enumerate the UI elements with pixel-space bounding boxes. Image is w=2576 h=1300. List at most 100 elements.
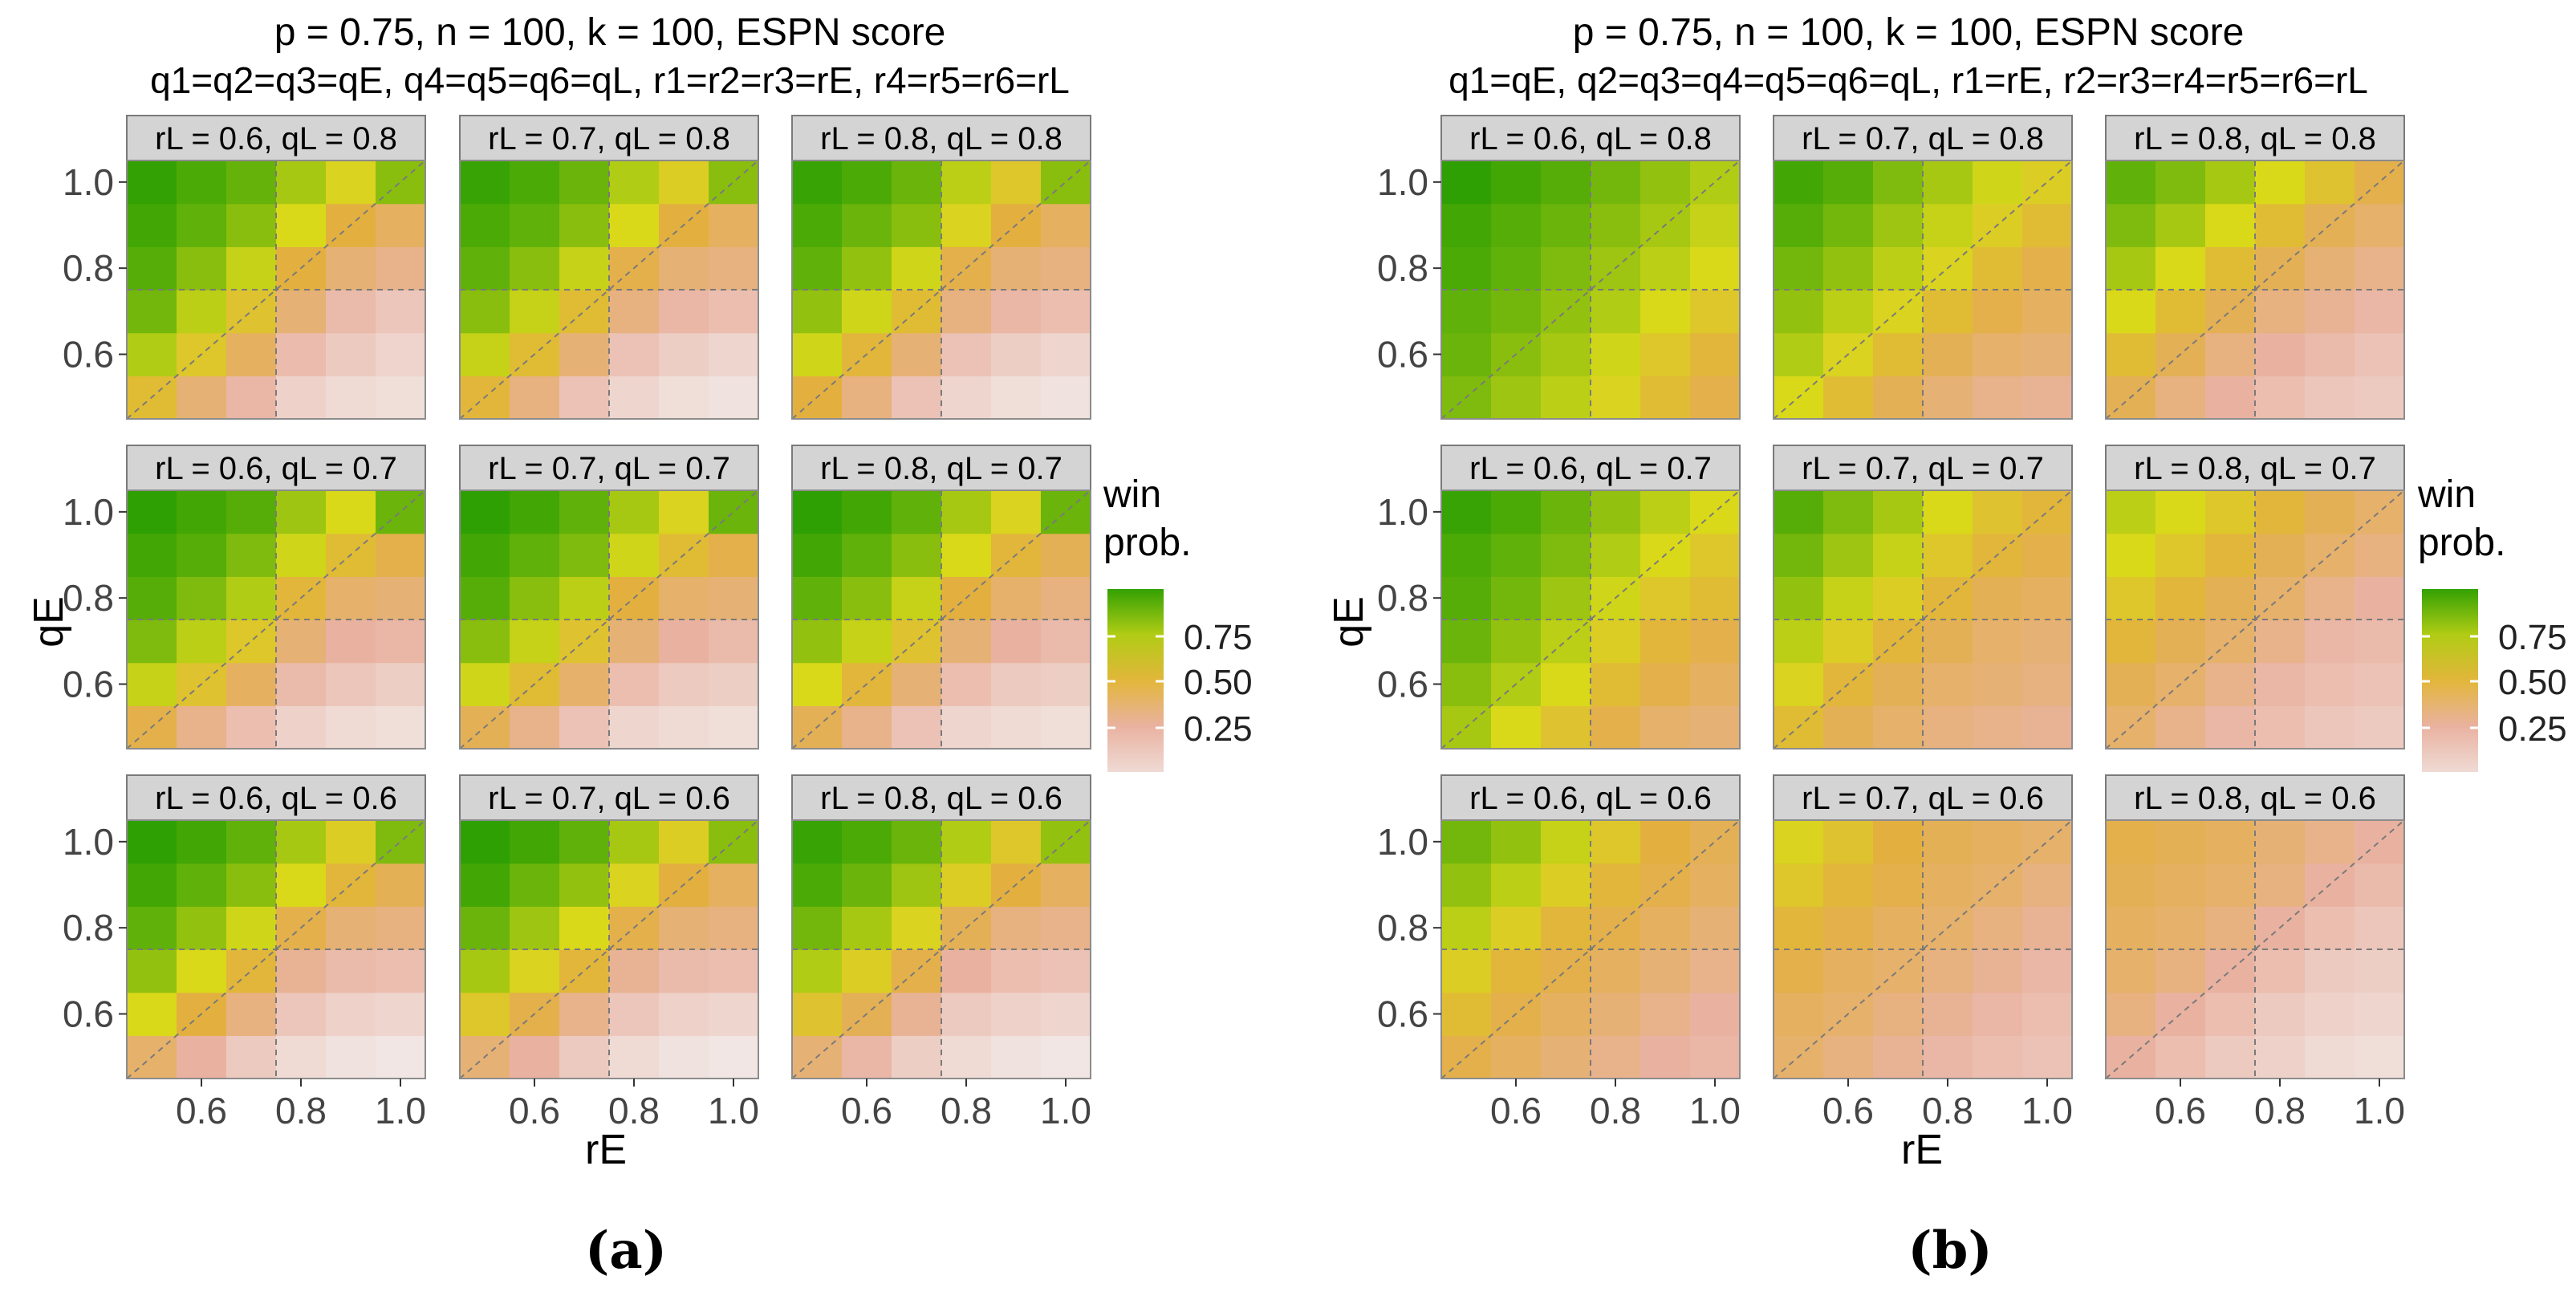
- heatmap-cell: [842, 203, 892, 247]
- heatmap-cell: [892, 533, 942, 577]
- heatmap-cell: [376, 820, 426, 864]
- y-tick-label: 0.8: [63, 907, 114, 949]
- heatmap-cell: [2022, 576, 2073, 620]
- heatmap-cell: [276, 490, 327, 534]
- facet-plot-border: [791, 160, 1091, 420]
- heatmap-cell: [941, 160, 992, 205]
- heatmap-cell: [510, 576, 560, 620]
- heatmap-cell: [177, 160, 227, 205]
- heatmap-cell: [226, 992, 277, 1036]
- heatmap-cell: [1774, 662, 1824, 706]
- heatmap-cell: [1973, 246, 2023, 290]
- heatmap-cell: [892, 820, 942, 864]
- x-tick-label: 1.0: [1689, 1090, 1741, 1131]
- facet-strip: [459, 774, 759, 821]
- facet-strip: [791, 445, 1091, 491]
- heatmap-cell: [2255, 490, 2306, 534]
- facet-plot-border: [1440, 490, 1741, 750]
- heatmap-cell: [1973, 662, 2023, 706]
- heatmap-cell: [127, 533, 177, 577]
- heatmap-cell: [127, 160, 177, 205]
- y-tick-label: 0.8: [63, 247, 114, 289]
- heatmap-cell: [892, 290, 942, 334]
- facet-plot-border: [459, 819, 759, 1079]
- heatmap-cell: [709, 332, 759, 376]
- reference-line-diagonal: [1440, 819, 1741, 1079]
- heatmap-cell: [2305, 620, 2355, 664]
- heatmap-cell: [510, 820, 560, 864]
- heatmap-cell: [276, 533, 327, 577]
- heatmap-cell: [892, 332, 942, 376]
- heatmap-cell: [2205, 332, 2256, 376]
- heatmap-cell: [177, 246, 227, 290]
- heatmap-cell: [1541, 533, 1591, 577]
- facet-strip: [459, 115, 759, 161]
- panel-a-caption: (a): [585, 1221, 667, 1281]
- heatmap-cell: [792, 576, 843, 620]
- facet-plot-border: [126, 160, 426, 420]
- facet-2: rL = 0.7, qL = 0.8: [459, 115, 759, 420]
- reference-line-diagonal: [2105, 819, 2405, 1079]
- heatmap-cell: [1591, 290, 1641, 334]
- heatmap-cell: [2305, 992, 2355, 1036]
- heatmap-cell: [460, 246, 510, 290]
- heatmap-cell: [609, 662, 660, 706]
- heatmap-cell: [2106, 949, 2156, 993]
- heatmap-cell: [460, 906, 510, 950]
- heatmap-cell: [1640, 490, 1691, 534]
- heatmap-cell: [709, 290, 759, 334]
- heatmap-cell: [1923, 203, 1973, 247]
- heatmap-cell: [2205, 863, 2256, 907]
- facet-strip-label: rL = 0.6, qL = 0.8: [155, 121, 397, 156]
- heatmap-cell: [1640, 160, 1691, 205]
- heatmap-cell: [2205, 949, 2256, 993]
- facet-plot-border: [2105, 160, 2405, 420]
- heatmap-cell: [892, 906, 942, 950]
- heatmap-cell: [609, 490, 660, 534]
- heatmap-cell: [226, 490, 277, 534]
- heatmap-cell: [2355, 949, 2405, 993]
- panel-b-facets: rL = 0.6, qL = 0.80.60.81.0rL = 0.7, qL …: [1377, 115, 2405, 1131]
- facet-6: rL = 0.8, qL = 0.7: [2105, 445, 2405, 750]
- heatmap-cell: [659, 160, 709, 205]
- heatmap-cell: [609, 203, 660, 247]
- panel-a: p = 0.75, n = 100, k = 100, ESPN score q…: [26, 11, 1253, 1281]
- heatmap-cell: [991, 1035, 1042, 1079]
- heatmap-cell: [659, 820, 709, 864]
- heatmap-cell: [1774, 992, 1824, 1036]
- heatmap-cell: [460, 490, 510, 534]
- heatmap-cell: [2106, 820, 2156, 864]
- panel-a-xlabel: rE: [585, 1127, 627, 1173]
- heatmap-cell: [941, 533, 992, 577]
- heatmap-cell: [1973, 949, 2023, 993]
- heatmap-cell: [2155, 160, 2206, 205]
- heatmap-cell: [892, 620, 942, 664]
- heatmap-cell: [2355, 203, 2405, 247]
- facet-strip-label: rL = 0.7, qL = 0.8: [488, 121, 730, 156]
- heatmap-cell: [127, 332, 177, 376]
- heatmap-cell: [1041, 662, 1091, 706]
- heatmap-cell: [1441, 490, 1492, 534]
- facet-strip-label: rL = 0.8, qL = 0.7: [820, 451, 1062, 486]
- heatmap-cell: [2155, 863, 2206, 907]
- heatmap-cell: [991, 992, 1042, 1036]
- heatmap-cell: [941, 332, 992, 376]
- heatmap-cell: [2106, 620, 2156, 664]
- facet-strip-label: rL = 0.8, qL = 0.6: [820, 781, 1062, 816]
- heatmap-cell: [2106, 160, 2156, 205]
- heatmap-cell: [1541, 490, 1591, 534]
- heatmap-cell: [991, 332, 1042, 376]
- legend-title-line1: win: [1103, 473, 1161, 516]
- heatmap-cell: [1690, 662, 1741, 706]
- heatmap-cell: [177, 1035, 227, 1079]
- heatmap-cell: [2305, 1035, 2355, 1079]
- heatmap-cell: [2305, 490, 2355, 534]
- x-tick-label: 1.0: [1040, 1090, 1091, 1131]
- heatmap-cell: [2355, 160, 2405, 205]
- legend-tick-label: 0.75: [1184, 618, 1253, 657]
- facet-3: rL = 0.8, qL = 0.8: [2105, 115, 2405, 420]
- heatmap-cell: [892, 705, 942, 750]
- heatmap-cell: [276, 376, 327, 420]
- legend-tick-label: 0.50: [1184, 663, 1253, 702]
